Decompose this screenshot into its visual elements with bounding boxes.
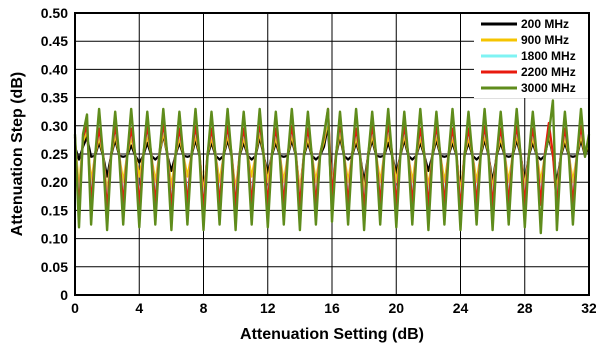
legend-label: 1800 MHz — [521, 49, 576, 63]
x-tick-label: 4 — [135, 300, 143, 316]
y-tick-label: 0.20 — [41, 174, 68, 190]
y-tick-label: 0.35 — [41, 90, 68, 106]
y-tick-label: 0.40 — [41, 61, 68, 77]
y-tick-label: 0.25 — [41, 146, 68, 162]
x-tick-label: 16 — [324, 300, 340, 316]
y-tick-label: 0.50 — [41, 5, 68, 21]
y-tick-label: 0 — [60, 287, 68, 303]
legend-label: 900 MHz — [521, 33, 569, 47]
y-tick-labels: 0 0.05 0.10 0.15 0.20 0.25 0.30 0.35 0.40 0.45 0.5… — [41, 5, 68, 303]
x-axis-title: Attenuation Setting (dB) — [240, 326, 424, 343]
y-axis-title: Attenuation Step (dB) — [9, 72, 26, 236]
plot-frame — [74, 12, 590, 296]
x-tick-label: 32 — [581, 300, 596, 316]
x-tick-labels: 0 4 8 12 16 20 24 28 32 — [71, 300, 596, 316]
y-tick-label: 0.15 — [41, 202, 68, 218]
legend-label: 3000 MHz — [521, 81, 576, 95]
legend-label: 200 MHz — [521, 17, 569, 31]
legend: 200 MHz 900 MHz 1800 MHz 2200 MHz 3000 MHz — [474, 14, 588, 98]
x-tick-label: 20 — [388, 300, 404, 316]
x-tick-label: 0 — [71, 300, 79, 316]
legend-label: 2200 MHz — [521, 65, 576, 79]
series-lines — [73, 99, 591, 235]
series-line-3000-mhz — [73, 99, 591, 235]
y-tick-label: 0.10 — [41, 231, 68, 247]
x-tick-label: 28 — [517, 300, 533, 316]
y-tick-label: 0.45 — [41, 33, 68, 49]
x-tick-label: 8 — [200, 300, 208, 316]
y-tick-label: 0.30 — [41, 118, 68, 134]
y-tick-label: 0.05 — [41, 259, 68, 275]
x-tick-label: 24 — [453, 300, 469, 316]
x-tick-label: 12 — [260, 300, 276, 316]
